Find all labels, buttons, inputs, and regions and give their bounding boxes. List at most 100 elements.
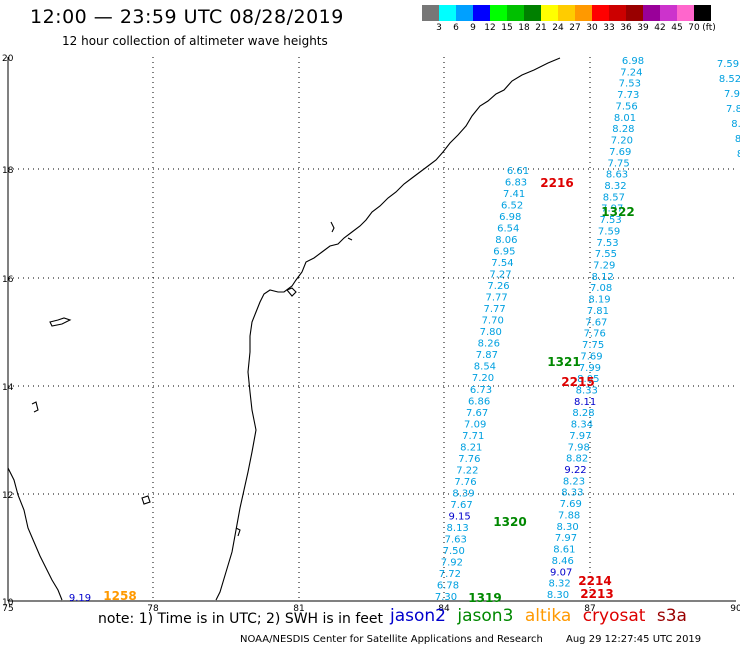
y-tick-label: 10 [2,598,14,608]
swh-value: 6.61 [507,166,529,177]
legend-swatch [660,5,677,21]
swh-value: 8.28 [612,124,634,135]
swh-value: 7.71 [462,431,484,442]
sat-s3a: s3a [656,606,687,626]
swh-value: 7.87 [476,350,498,361]
legend-label: 30 [586,23,598,33]
swh-value: 7.53 [600,215,622,226]
swh-value: 7.54 [491,258,513,269]
swh-value: 7.77 [485,293,507,304]
swh-value: 7.77 [484,304,506,315]
x-tick-label: 87 [584,604,595,614]
swh-value: 7.97 [555,533,577,544]
swh-value: 8 [735,134,740,145]
swh-value: 6.98 [499,212,521,223]
swh-value: 8.06 [495,235,517,246]
swh-value: 8.32 [604,181,626,192]
swh-value: 8.05 [577,374,599,385]
x-tick-label: 75 [2,604,13,614]
legend-swatch [439,5,456,21]
axis-tick-labels: 75 78 81 84 87 90 20 18 16 14 12 10 [2,54,740,614]
swh-value: 7.22 [456,465,478,476]
swh-value: 7.97 [601,204,623,215]
swh-value: 7.69 [609,147,631,158]
swh-value: 6.78 [437,580,459,591]
swh-value: 8.23 [563,476,585,487]
legend-swatch [609,5,626,21]
legend-swatch [422,5,439,21]
swh-value: 7.8 [726,104,740,115]
swh-value: 7.81 [587,306,609,317]
swh-value: 7.75 [582,340,604,351]
y-tick-label: 20 [2,54,14,64]
swh-value: 8.39 [452,488,474,499]
swh-value: 8.01 [614,113,636,124]
swh-value: 6.52 [501,201,523,212]
swh-value: 7.97 [569,431,591,442]
coastline [7,57,561,601]
swh-value: 7.09 [464,419,486,430]
x-tick-label: 81 [293,604,304,614]
swh-value: 7.88 [558,510,580,521]
swh-track-c: 7.59 8.52 7.9 7.8 8. 8 8 [717,59,740,160]
coast-path-island [286,287,297,297]
swh-value: 7.67 [585,317,607,328]
swh-value: 7.26 [487,281,509,292]
swh-value: 8.21 [460,442,482,453]
map-frame [7,57,736,602]
swh-value: 8.30 [556,522,578,533]
swh-value: 7.67 [466,408,488,419]
map-grid [8,57,736,601]
legend-swatch [694,5,711,21]
swh-value: 7.9 [724,89,740,100]
swh-value: 7.59 [598,226,620,237]
legend-swatch [524,5,541,21]
swh-value: 7.67 [450,500,472,511]
swh-value: 7.20 [472,373,494,384]
coast-path-islet [141,495,151,505]
swh-value: 6.73 [470,385,492,396]
pass-label: 1322 [601,205,634,219]
legend-swatch [558,5,575,21]
swh-value: 7.76 [454,477,476,488]
swh-value: 6.98 [622,56,644,67]
legend-swatch [592,5,609,21]
legend-swatch [643,5,660,21]
coast-path-mainland [7,57,561,601]
legend-label: 33 [603,23,615,33]
legend-label: 45 [671,23,683,33]
legend-swatch [507,5,524,21]
swh-value: 6.95 [493,247,515,258]
legend-label: 42 [654,23,666,33]
color-legend-labels: 3 6 9 12 15 18 21 24 27 30 33 36 39 42 45 70 (ft) [422,23,740,35]
pass-label: 1258 [103,589,136,603]
swh-value: 8.13 [447,523,469,534]
sat-jason2: jason2 [390,606,446,626]
swh-value: 6.83 [505,178,527,189]
swh-value: 7.99 [579,363,601,374]
legend-label: 15 [501,23,513,33]
legend-label: 36 [620,23,632,33]
sat-cryosat: cryosat [582,606,646,626]
swh-value: 7.80 [480,327,502,338]
swh-value: 7.69 [560,499,582,510]
swh-value: 7.56 [615,101,637,112]
y-tick-label: 16 [2,275,14,285]
legend-label: 3 [436,23,442,33]
swh-value: 8 [737,149,740,160]
swh-value: 8.33 [576,385,598,396]
coast-path-inlet [330,221,335,233]
swh-value: 8.54 [474,362,496,373]
y-tick-label: 18 [2,166,14,176]
coast-path-islet [347,237,353,241]
legend-label: 24 [552,23,564,33]
swh-value: 7.63 [445,534,467,545]
swh-value: 7.50 [443,546,465,557]
swh-value: 7.30 [435,592,457,603]
pass-label: 1321 [547,355,580,369]
swh-value: 8.28 [572,408,594,419]
swh-value: 8.19 [588,295,610,306]
sat-jason3: jason3 [457,606,514,626]
